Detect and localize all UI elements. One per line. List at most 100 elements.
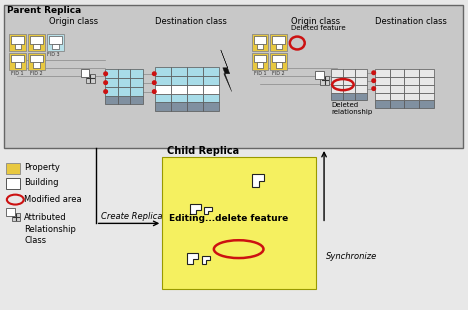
Polygon shape — [202, 256, 210, 264]
Text: Building: Building — [24, 178, 58, 187]
Polygon shape — [355, 69, 367, 77]
Polygon shape — [404, 77, 419, 85]
Polygon shape — [389, 100, 404, 108]
Polygon shape — [355, 77, 367, 85]
Polygon shape — [257, 62, 263, 68]
Polygon shape — [221, 50, 232, 91]
Polygon shape — [331, 69, 343, 77]
Polygon shape — [49, 36, 62, 43]
Polygon shape — [7, 207, 15, 216]
Polygon shape — [162, 157, 316, 289]
Polygon shape — [33, 43, 40, 49]
Polygon shape — [343, 69, 355, 77]
Polygon shape — [276, 43, 282, 49]
Polygon shape — [9, 53, 26, 70]
Polygon shape — [131, 95, 143, 104]
Text: Property: Property — [24, 163, 60, 172]
Polygon shape — [389, 93, 404, 100]
Polygon shape — [404, 85, 419, 93]
Polygon shape — [131, 78, 143, 86]
Circle shape — [104, 72, 108, 76]
Text: Editing...delete feature: Editing...delete feature — [169, 214, 288, 223]
Polygon shape — [117, 69, 131, 78]
Polygon shape — [28, 34, 45, 51]
Text: FID 3: FID 3 — [47, 52, 60, 57]
Polygon shape — [171, 85, 187, 94]
Polygon shape — [105, 95, 117, 104]
Polygon shape — [331, 77, 343, 85]
Polygon shape — [254, 55, 266, 62]
Polygon shape — [105, 78, 117, 86]
Polygon shape — [155, 103, 171, 111]
Polygon shape — [117, 78, 131, 86]
Text: Modified area: Modified area — [24, 195, 82, 204]
Polygon shape — [47, 34, 64, 51]
Polygon shape — [254, 36, 266, 43]
Polygon shape — [203, 85, 219, 94]
Polygon shape — [204, 206, 212, 215]
Polygon shape — [190, 204, 201, 215]
Text: Parent Replica: Parent Replica — [7, 6, 81, 15]
Polygon shape — [81, 69, 89, 78]
Text: Child Replica: Child Replica — [167, 146, 239, 156]
Text: Synchronize: Synchronize — [326, 252, 377, 261]
Polygon shape — [4, 5, 463, 148]
Polygon shape — [271, 53, 287, 70]
Polygon shape — [389, 69, 404, 77]
Polygon shape — [375, 77, 389, 85]
Polygon shape — [187, 76, 203, 85]
Text: Origin class: Origin class — [291, 17, 340, 26]
Polygon shape — [187, 67, 203, 76]
Polygon shape — [389, 85, 404, 93]
Polygon shape — [252, 34, 269, 51]
Polygon shape — [171, 103, 187, 111]
Polygon shape — [203, 67, 219, 76]
Polygon shape — [419, 100, 434, 108]
Polygon shape — [321, 76, 329, 85]
Polygon shape — [187, 94, 203, 103]
Polygon shape — [9, 34, 26, 51]
Text: Destination class: Destination class — [375, 17, 446, 26]
Circle shape — [104, 90, 108, 93]
Text: Create Replica: Create Replica — [101, 212, 162, 221]
Text: FID 1: FID 1 — [11, 71, 24, 76]
Polygon shape — [389, 77, 404, 85]
Circle shape — [372, 87, 375, 91]
Text: Deleted feature: Deleted feature — [291, 25, 346, 31]
Polygon shape — [105, 69, 117, 78]
Polygon shape — [117, 95, 131, 104]
Polygon shape — [7, 163, 20, 174]
Polygon shape — [187, 85, 203, 94]
Polygon shape — [131, 69, 143, 78]
Polygon shape — [419, 85, 434, 93]
Polygon shape — [30, 36, 43, 43]
Polygon shape — [187, 103, 203, 111]
Text: Attributed
Relationship
Class: Attributed Relationship Class — [24, 214, 76, 245]
Polygon shape — [315, 71, 324, 79]
Circle shape — [372, 79, 375, 82]
Text: FID 2: FID 2 — [272, 71, 285, 76]
Text: Origin class: Origin class — [49, 17, 98, 26]
Polygon shape — [203, 103, 219, 111]
Polygon shape — [117, 86, 131, 95]
Polygon shape — [105, 86, 117, 95]
Polygon shape — [203, 76, 219, 85]
Polygon shape — [272, 55, 285, 62]
Polygon shape — [15, 43, 21, 49]
Circle shape — [153, 81, 156, 84]
Polygon shape — [252, 53, 269, 70]
Polygon shape — [187, 253, 198, 264]
Polygon shape — [271, 34, 287, 51]
Polygon shape — [12, 213, 20, 221]
Circle shape — [372, 71, 375, 74]
Polygon shape — [155, 94, 171, 103]
Polygon shape — [171, 67, 187, 76]
Polygon shape — [28, 53, 45, 70]
Polygon shape — [343, 85, 355, 93]
Polygon shape — [171, 94, 187, 103]
Polygon shape — [155, 67, 171, 76]
Polygon shape — [404, 100, 419, 108]
Polygon shape — [171, 76, 187, 85]
Polygon shape — [404, 69, 419, 77]
Polygon shape — [203, 94, 219, 103]
